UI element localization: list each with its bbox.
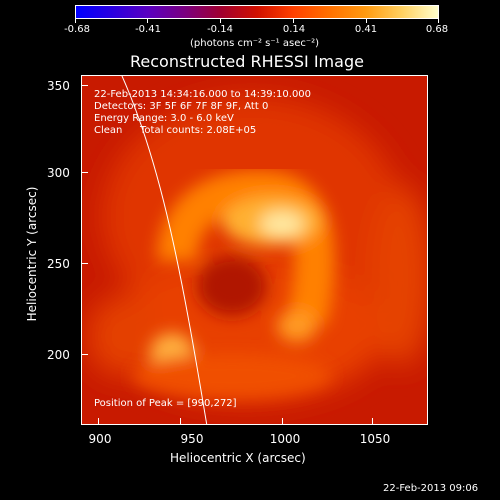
x-tick-mark — [180, 418, 181, 425]
energy-range-text: Energy Range: 3.0 - 6.0 keV — [94, 113, 234, 124]
x-tick-label: 1000 — [269, 432, 301, 446]
colorbar-unit: (photons cm⁻² s⁻¹ asec⁻²) — [190, 38, 320, 49]
peak-position-text: Position of Peak = [990,272] — [94, 398, 237, 409]
x-tick-label: 900 — [88, 432, 112, 446]
colorbar-tick — [75, 19, 76, 23]
x-axis-label: Heliocentric X (arcsec) — [170, 451, 306, 465]
total-counts-text: Total counts: 2.08E+05 — [140, 125, 257, 136]
colorbar-label: 0.14 — [282, 24, 306, 35]
y-tick-label: 200 — [47, 348, 70, 362]
colorbar-tick — [220, 19, 221, 23]
method-text: Clean — [94, 125, 123, 136]
detectors-text: Detectors: 3F 5F 6F 7F 8F 9F, Att 0 — [94, 101, 269, 112]
y-tick-mark — [81, 354, 88, 355]
y-tick-label: 300 — [47, 166, 70, 180]
y-tick-label: 350 — [47, 79, 70, 93]
colorbar-tick — [366, 19, 367, 23]
colorbar — [75, 5, 439, 19]
x-tick-mark — [98, 418, 99, 425]
colorbar-label: 0.68 — [425, 24, 449, 35]
colorbar-tick — [147, 19, 148, 23]
y-axis-label: Heliocentric Y (arcsec) — [25, 186, 39, 322]
y-tick-label: 250 — [47, 257, 70, 271]
colorbar-tick — [438, 19, 439, 23]
rhessi-image-canvas — [82, 76, 427, 424]
time-range-text: 22-Feb-2013 14:34:16.000 to 14:39:10.000 — [94, 89, 312, 100]
y-tick-mark — [81, 263, 88, 264]
x-tick-label: 950 — [180, 432, 204, 446]
x-tick-mark — [282, 418, 283, 425]
colorbar-label: -0.14 — [207, 24, 233, 35]
limb-line — [121, 76, 208, 424]
footer-date: 22-Feb-2013 09:06 — [383, 483, 479, 494]
rhessi-image: 22-Feb-2013 14:34:16.000 to 14:39:10.000… — [81, 75, 428, 425]
y-tick-mark — [81, 85, 88, 86]
colorbar-tick — [293, 19, 294, 23]
colorbar-label: -0.68 — [64, 24, 90, 35]
colorbar-label: 0.41 — [354, 24, 378, 35]
colorbar-label: -0.41 — [135, 24, 161, 35]
y-tick-mark — [81, 172, 88, 173]
plot-title: Reconstructed RHESSI Image — [130, 52, 364, 71]
x-tick-label: 1050 — [359, 432, 391, 446]
x-tick-mark — [372, 418, 373, 425]
